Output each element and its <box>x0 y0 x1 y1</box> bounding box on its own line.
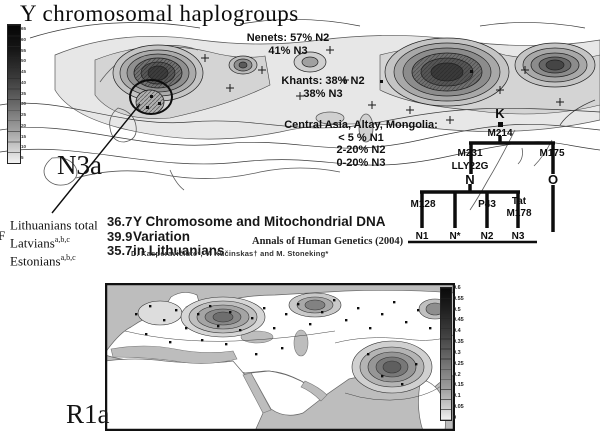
scale-tick-label: 5 <box>21 155 24 160</box>
scale-tick-label: 25 <box>21 112 27 117</box>
map-frame <box>105 283 455 431</box>
edge-text-fragment: F <box>0 228 6 243</box>
scale-tick-label: 0.25 <box>453 360 464 367</box>
frequency-value-lithuanians: 36.7 <box>107 214 133 229</box>
paper-title-line2: in Lithuanians <box>133 243 225 258</box>
topmap-scale-ticks: 65 60 55 50 45 40 35 30 25 20 15 10 5 <box>21 26 26 160</box>
contour-blob-central-siberia <box>384 37 510 107</box>
population-sup: a,b,c <box>54 234 70 244</box>
scale-tick-label: 0.2 <box>453 371 461 378</box>
scale-tick-label: 65 <box>21 26 27 31</box>
snp-tick <box>498 122 503 127</box>
annotation-nenets-line2: 41% N3 <box>268 45 308 57</box>
contour-blob-urals <box>228 55 258 75</box>
figure-title: Y chromosomal haplogroups <box>20 1 299 26</box>
population-row-latvians: Latviansa,b,c <box>10 233 98 251</box>
annotation-khants-line2: 38% N3 <box>303 88 343 100</box>
tree-marker-p43: P43 <box>478 199 496 210</box>
population-name: Latvians <box>10 235 55 251</box>
scale-tick-label: 0.1 <box>453 393 461 400</box>
scale-tick-label: 0.55 <box>453 295 464 302</box>
tree-marker-lly22g: LLY22G <box>452 161 489 172</box>
paper-authors: D. Kasperavičiūtė*, V. Kučinskas† and M.… <box>131 249 329 258</box>
n3a-frequency-map <box>0 19 600 214</box>
paper-title-line1: Y Chromosome and Mitochondrial DNA Varia… <box>133 214 386 244</box>
tree-node-k: K <box>495 106 505 121</box>
scale-tick-label: 15 <box>21 133 27 139</box>
annotation-central-asia-title: Central Asia, Altay, Mongolia: <box>284 119 438 131</box>
population-name: Lithuanians total <box>10 217 98 233</box>
scale-tick-label: 60 <box>21 36 27 42</box>
tree-marker-m214: M214 <box>487 128 512 139</box>
population-row-lithuanians: Lithuanians total <box>10 215 98 233</box>
population-sup: a,b,c <box>60 252 76 262</box>
tree-leaf-n1: N1 <box>416 231 429 242</box>
topmap-scale-bar <box>7 24 21 164</box>
annotation-central-asia-line1: < 5 % N1 <box>338 131 384 144</box>
contour-blob-east-siberia <box>514 42 596 88</box>
scale-tick-label: 50 <box>21 58 27 64</box>
tree-marker-m178: M178 <box>506 208 531 219</box>
tree-leaf-nstar: N* <box>449 231 460 242</box>
scale-tick-label: 0.4 <box>453 328 461 335</box>
annotation-central-asia-line3: 0-20% N3 <box>336 156 386 169</box>
scale-tick-label: 0.35 <box>453 339 464 346</box>
annotation-khants: Khants: 38% N2 38% N3 <box>266 75 380 101</box>
scale-tick-label: 0.15 <box>453 382 464 389</box>
baltic-highlight-circle <box>129 79 173 115</box>
scale-tick-label: 55 <box>21 47 27 53</box>
frequency-value-estonians: 35.7 <box>107 243 133 258</box>
contour-blob-fennoscandia <box>112 44 204 115</box>
scale-tick-label: 20 <box>21 122 27 128</box>
coastlines <box>43 45 553 211</box>
contour-blob-south-central-asia <box>351 340 433 394</box>
r1a-frequency-map <box>105 283 455 431</box>
bottommap-scale-bar <box>440 287 452 421</box>
scale-tick-label: 35 <box>21 90 27 96</box>
scale-tick-label: 0.6 <box>453 285 461 291</box>
scale-tick-label: 0.5 <box>453 306 461 313</box>
pointer-line <box>51 103 141 214</box>
contour-blob-urals-south <box>288 292 342 318</box>
paper-title: Y Chromosome and Mitochondrial DNA Varia… <box>133 214 413 259</box>
tree-marker-m128: M128 <box>410 199 435 210</box>
tree-marker-m231: M231 <box>457 148 482 159</box>
tree-leaf-n3: N3 <box>512 231 525 242</box>
annotation-nenets-line1: Nenets: 57% N2 <box>246 32 330 44</box>
population-name: Estonians <box>10 252 61 268</box>
tree-marker-m175: M175 <box>539 148 564 159</box>
frequency-value-latvians: 39.9 <box>107 228 133 244</box>
sample-site-marks <box>146 46 564 124</box>
frequency-values: 36.7 39.9 35.7 <box>107 214 133 259</box>
tree-marker-tat: Tat <box>512 196 527 207</box>
bottommap-scale-ticks: 0.6 0.55 0.5 0.45 0.4 0.35 0.3 0.25 0.2 0.15 0.1 0.… <box>453 285 464 421</box>
tree-leaf-n2: N2 <box>481 231 494 242</box>
haplogroup-label-r1a: R1a <box>66 399 110 429</box>
annotation-khants-line1: Khants: 38% N2 <box>281 75 365 87</box>
scale-tick-label: 10 <box>21 144 27 150</box>
scale-tick-label: 0.3 <box>453 349 461 356</box>
population-row-estonians: Estoniansa,b,c <box>10 251 98 269</box>
annotation-central-asia-line2: 2-20% N2 <box>336 144 386 156</box>
scale-tick-label: 0 <box>453 414 457 421</box>
journal-citation: Annals of Human Genetics (2004) <box>252 236 404 247</box>
scale-tick-label: 0.45 <box>453 317 464 324</box>
scale-tick-label: 45 <box>21 69 27 74</box>
haplogroup-tree: K M214 M231 LLY22G N M175 O M128 P43 Tat… <box>408 106 565 244</box>
annotation-nenets: Nenets: 57% N2 41% N3 <box>236 32 340 58</box>
tree-node-o: O <box>548 172 558 187</box>
population-list: Lithuanians total Latviansa,b,c Estonian… <box>10 215 98 268</box>
tree-node-n: N <box>465 172 474 187</box>
scale-tick-label: 40 <box>21 79 27 85</box>
scale-tick-label: 0.05 <box>453 404 464 411</box>
annotation-central-asia: Central Asia, Altay, Mongolia: < 5 % N1 … <box>276 119 446 169</box>
haplogroup-label-n3a: N3a <box>57 150 102 180</box>
scale-tick-label: 30 <box>21 101 27 107</box>
contour-ring-west-siberia <box>293 51 327 73</box>
